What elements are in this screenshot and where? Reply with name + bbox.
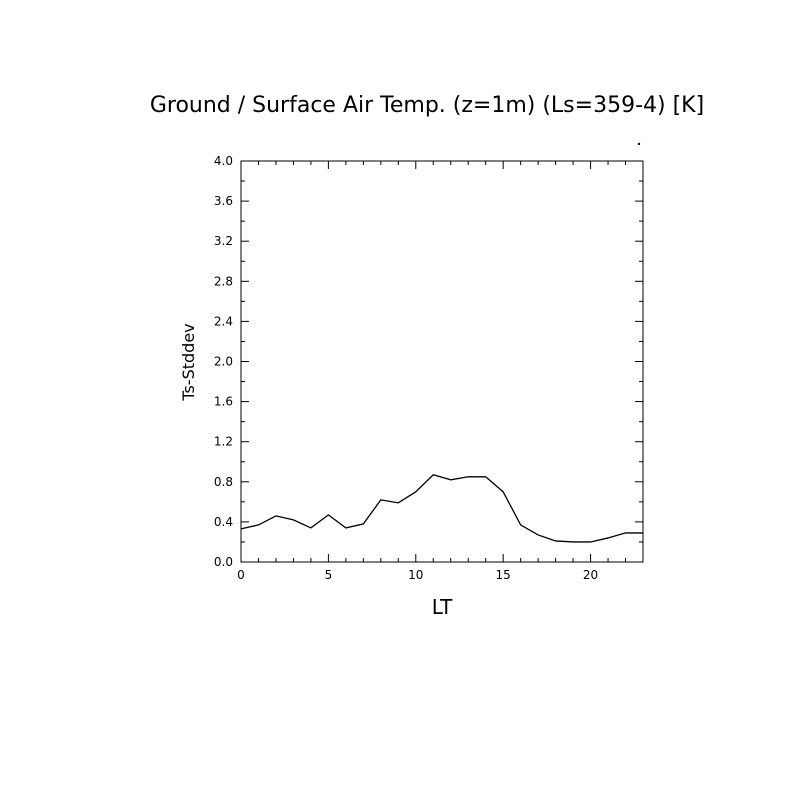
y-tick-label: 0.4 <box>214 515 233 529</box>
y-tick-label: 2.4 <box>214 314 233 328</box>
chart-title: Ground / Surface Air Temp. (z=1m) (Ls=35… <box>150 93 704 118</box>
tick-labels-layer: 0 5 10 15 20 0.0 0.4 0.8 1.2 1.6 2.0 2.4 2.8 3.2 3.6 4.… <box>214 154 598 582</box>
plot-frame <box>240 160 644 563</box>
x-tick-label: 15 <box>496 568 511 582</box>
x-tick-label: 20 <box>583 568 598 582</box>
y-tick-label: 2.0 <box>214 355 233 369</box>
y-tick-label: 1.6 <box>214 395 233 409</box>
x-axis-label: LT <box>432 595 453 619</box>
x-tick-label: 0 <box>237 568 245 582</box>
y-tick-label: 0.8 <box>214 475 233 489</box>
y-tick-label: 0.0 <box>214 555 233 569</box>
y-tick-label: 4.0 <box>214 154 233 168</box>
y-tick-label: 1.2 <box>214 435 233 449</box>
y-tick-label: 2.8 <box>214 274 233 288</box>
x-tick-label: 5 <box>325 568 333 582</box>
y-axis-label: Ts-Stddev <box>179 323 198 401</box>
corner-dot <box>637 142 641 146</box>
y-tick-label: 3.2 <box>214 234 233 248</box>
series-line <box>240 474 643 543</box>
ticks-layer <box>240 160 644 563</box>
x-tick-label: 10 <box>408 568 423 582</box>
y-tick-label: 3.6 <box>214 194 233 208</box>
